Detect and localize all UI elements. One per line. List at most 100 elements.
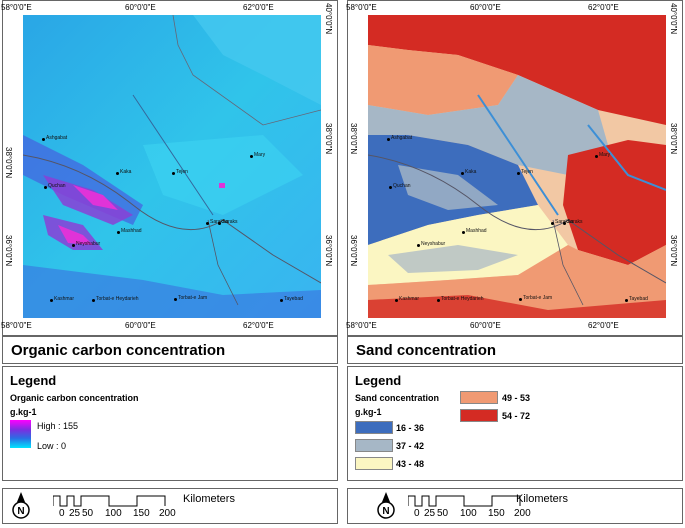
- legend-high: High : 155: [37, 421, 79, 431]
- city-dot: [417, 244, 420, 247]
- city-dot: [218, 222, 221, 225]
- legend-class-label: 43 - 48: [396, 459, 425, 469]
- legend-swatch-37-42: [355, 439, 393, 452]
- svg-text:N: N: [382, 506, 389, 517]
- lat-label: 40°0'0"N: [324, 3, 333, 35]
- city-label: Saraks: [222, 219, 238, 225]
- city-label: Mary: [254, 152, 266, 158]
- city-dot: [387, 138, 390, 141]
- scale-tick: 0: [414, 508, 420, 519]
- scale-tick: 150: [133, 508, 150, 519]
- scale-tick: 150: [488, 508, 505, 519]
- scale-tick: 100: [460, 508, 477, 519]
- lon-label: 60°0'0"E: [470, 3, 501, 12]
- lon-label: 62°0'0"E: [243, 321, 274, 330]
- scale-bar-box: N Kilometers 0 25 50 100 150 200: [2, 488, 338, 524]
- city-dot: [517, 172, 520, 175]
- city-label: Mashhad: [121, 228, 142, 234]
- city-label: Kashmar: [54, 296, 75, 302]
- city-dot: [395, 299, 398, 302]
- city-labels-left: AshgabatKakaTejenMaryQuchanSarakhsSaraks…: [22, 14, 320, 317]
- sand-raster: [368, 15, 666, 318]
- sand-map-frame: 58°0'0"E 60°0'0"E 62°0'0"E 58°0'0"E 60°0…: [346, 0, 683, 336]
- city-label: Tayebad: [284, 296, 303, 302]
- scale-bar-box: N Kilometers 0 25 50 100 150 200: [347, 488, 683, 524]
- legend-unit: g.kg-1: [10, 407, 37, 417]
- lon-label: 58°0'0"E: [1, 3, 32, 12]
- city-dot: [519, 298, 522, 301]
- lon-label: 58°0'0"E: [346, 3, 377, 12]
- scale-tick: 200: [159, 508, 176, 519]
- scale-unit: Kilometers: [183, 493, 235, 505]
- city-dot: [563, 222, 566, 225]
- legend-swatch-49-53: [460, 391, 498, 404]
- city-dot: [625, 299, 628, 302]
- scale-unit: Kilometers: [516, 493, 568, 505]
- legend-class-label: 54 - 72: [502, 411, 531, 421]
- scale-tick: 50: [82, 508, 94, 519]
- scale-tick: 25: [69, 508, 81, 519]
- lat-label: 36°0'0"N: [349, 235, 358, 267]
- city-label: Quchan: [393, 183, 411, 189]
- scale-tick: 100: [105, 508, 122, 519]
- scale-tick: 0: [59, 508, 65, 519]
- city-label: Torbat-e Heydarieh: [441, 296, 484, 302]
- city-dot: [42, 138, 45, 141]
- city-label: Neyshabur: [421, 241, 446, 247]
- city-label: Neyshabur: [76, 241, 101, 247]
- city-dot: [389, 186, 392, 189]
- north-arrow-icon: N: [11, 492, 31, 525]
- city-label: Ashgabat: [46, 135, 68, 141]
- city-label: Torbat-e Jam: [178, 295, 208, 301]
- lon-label: 60°0'0"E: [470, 321, 501, 330]
- legend-swatch-16-36: [355, 421, 393, 434]
- lon-label: 60°0'0"E: [125, 3, 156, 12]
- city-label: Kashmar: [399, 296, 420, 302]
- city-dot: [174, 298, 177, 301]
- city-label: Tayebad: [629, 296, 648, 302]
- scale-bar: [53, 495, 166, 507]
- city-label: Mary: [599, 152, 611, 158]
- svg-text:N: N: [17, 506, 24, 517]
- city-dot: [50, 299, 53, 302]
- scale-tick: 50: [437, 508, 449, 519]
- city-label: Saraks: [567, 219, 583, 225]
- legend-class-label: 37 - 42: [396, 441, 425, 451]
- organic-carbon-panel: 58°0'0"E 60°0'0"E 62°0'0"E 58°0'0"E 60°0…: [1, 0, 338, 528]
- lat-label: 38°0'0"N: [324, 123, 333, 155]
- legend-swatch-54-72: [460, 409, 498, 422]
- legend-class-label: 16 - 36: [396, 423, 425, 433]
- city-labels-right: AshgabatKakaTejenMaryQuchanSarakhsSaraks…: [367, 14, 665, 317]
- city-dot: [117, 231, 120, 234]
- organic-carbon-title-box: Organic carbon concentration: [2, 336, 338, 364]
- lon-label: 62°0'0"E: [588, 321, 619, 330]
- city-dot: [172, 172, 175, 175]
- legend-subtitle: Organic carbon concentration: [10, 393, 139, 403]
- organic-carbon-legend: Legend Organic carbon concentration g.kg…: [2, 366, 338, 481]
- colorramp-swatch: [10, 420, 31, 448]
- city-label: Torbat-e Heydarieh: [96, 296, 139, 302]
- city-dot: [206, 222, 209, 225]
- lon-label: 58°0'0"E: [346, 321, 377, 330]
- city-dot: [72, 244, 75, 247]
- lat-label: 38°0'0"N: [669, 123, 678, 155]
- city-dot: [551, 222, 554, 225]
- organic-carbon-map-frame: 58°0'0"E 60°0'0"E 62°0'0"E 58°0'0"E 60°0…: [1, 0, 338, 336]
- city-label: Tejen: [521, 169, 533, 175]
- sand-panel: 58°0'0"E 60°0'0"E 62°0'0"E 58°0'0"E 60°0…: [346, 0, 683, 528]
- map-title: Organic carbon concentration: [11, 342, 226, 359]
- legend-unit: g.kg-1: [355, 407, 382, 417]
- city-label: Torbat-e Jam: [523, 295, 553, 301]
- city-label: Ashgabat: [391, 135, 413, 141]
- city-dot: [280, 299, 283, 302]
- lon-label: 58°0'0"E: [1, 321, 32, 330]
- scale-bar: [408, 495, 521, 507]
- lat-label: 40°0'0"N: [669, 3, 678, 35]
- city-label: Quchan: [48, 183, 66, 189]
- city-label: Mashhad: [466, 228, 487, 234]
- legend-swatch-43-48: [355, 457, 393, 470]
- lat-label: 36°0'0"N: [324, 235, 333, 267]
- legend-heading: Legend: [355, 373, 402, 388]
- lat-label: 38°0'0"N: [349, 123, 358, 155]
- lat-label: 36°0'0"N: [4, 235, 13, 267]
